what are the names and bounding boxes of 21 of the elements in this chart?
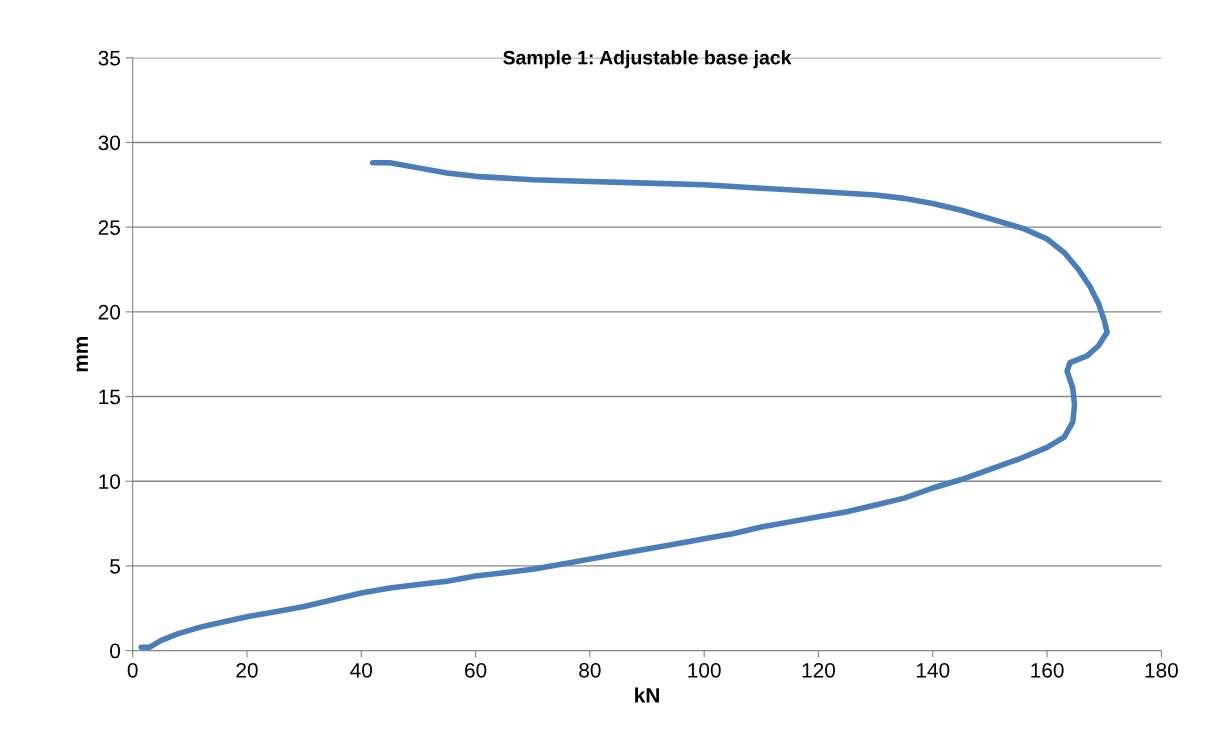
- y-tick-label: 5: [110, 559, 120, 574]
- x-tick-label: 40: [350, 662, 373, 678]
- y-tick-label: 10: [99, 474, 121, 489]
- x-tick-label: 120: [802, 662, 836, 678]
- x-tick-label: 0: [127, 662, 138, 678]
- x-tick-label: 80: [579, 662, 601, 678]
- x-tick-label: 60: [465, 662, 487, 678]
- x-tick-label: 20: [236, 662, 258, 678]
- x-tick-label: 180: [1145, 662, 1178, 678]
- y-tick-label: 35: [98, 50, 120, 66]
- y-tick-label: 20: [98, 304, 121, 320]
- y-tick-label: 0: [110, 643, 121, 659]
- y-tick-label: 15: [99, 389, 120, 405]
- y-tick-label: 30: [98, 135, 121, 151]
- x-axis-title: kN: [635, 687, 659, 703]
- y-axis-title: mm: [76, 336, 88, 372]
- x-tick-label: 100: [688, 662, 721, 678]
- y-tick-label: 25: [98, 220, 120, 235]
- chart-title: Sample 1: Adjustable base jack: [503, 50, 792, 69]
- x-tick-label: 140: [916, 662, 950, 678]
- x-tick-label: 160: [1031, 662, 1064, 678]
